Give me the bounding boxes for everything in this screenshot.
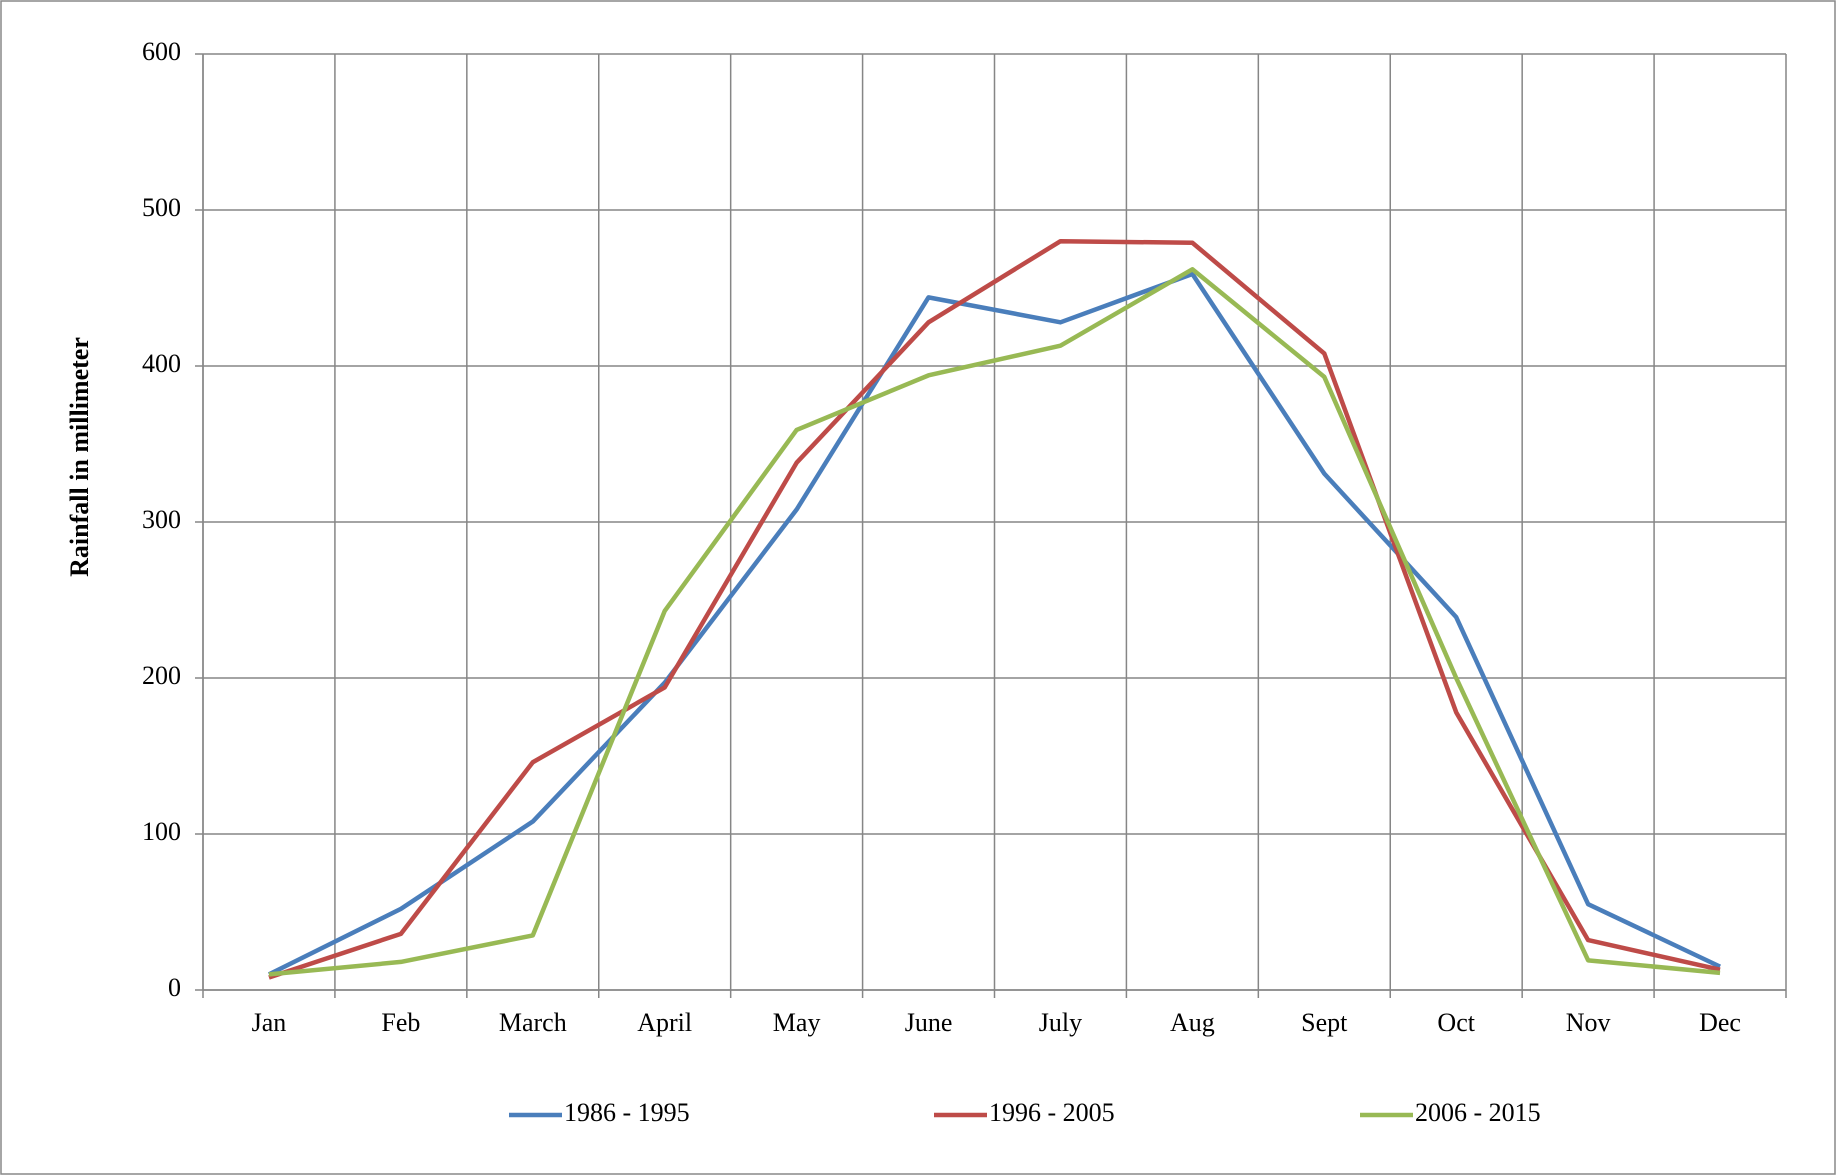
x-tick-label: July bbox=[1039, 1008, 1082, 1037]
legend-label: 1996 - 2005 bbox=[989, 1098, 1115, 1127]
y-tick-label: 500 bbox=[142, 193, 181, 222]
x-tick-label: April bbox=[637, 1008, 692, 1037]
y-axis-label: Rainfall in millimeter bbox=[65, 337, 94, 577]
y-tick-label: 200 bbox=[142, 661, 181, 690]
x-tick-label: Aug bbox=[1170, 1008, 1215, 1037]
y-tick-label: 400 bbox=[142, 349, 181, 378]
series-line bbox=[268, 267, 1721, 977]
legend-label: 2006 - 2015 bbox=[1415, 1098, 1541, 1127]
y-tick-label: 300 bbox=[142, 505, 181, 534]
x-tick-label: Oct bbox=[1437, 1008, 1475, 1037]
legend-label: 1986 - 1995 bbox=[564, 1098, 690, 1127]
x-tick-label: Sept bbox=[1301, 1008, 1348, 1037]
x-tick-label: Dec bbox=[1699, 1008, 1741, 1037]
x-tick-label: Nov bbox=[1566, 1008, 1611, 1037]
y-tick-label: 0 bbox=[168, 973, 181, 1002]
y-tick-label: 600 bbox=[142, 37, 181, 66]
series-line bbox=[267, 271, 1722, 977]
x-tick-label: June bbox=[905, 1008, 953, 1037]
x-tick-label: May bbox=[773, 1008, 821, 1037]
series-line bbox=[268, 238, 1721, 980]
x-tick-label: Feb bbox=[381, 1008, 420, 1037]
x-tick-label: March bbox=[499, 1008, 567, 1037]
x-tick-label: Jan bbox=[252, 1008, 287, 1037]
y-tick-label: 100 bbox=[142, 817, 181, 846]
